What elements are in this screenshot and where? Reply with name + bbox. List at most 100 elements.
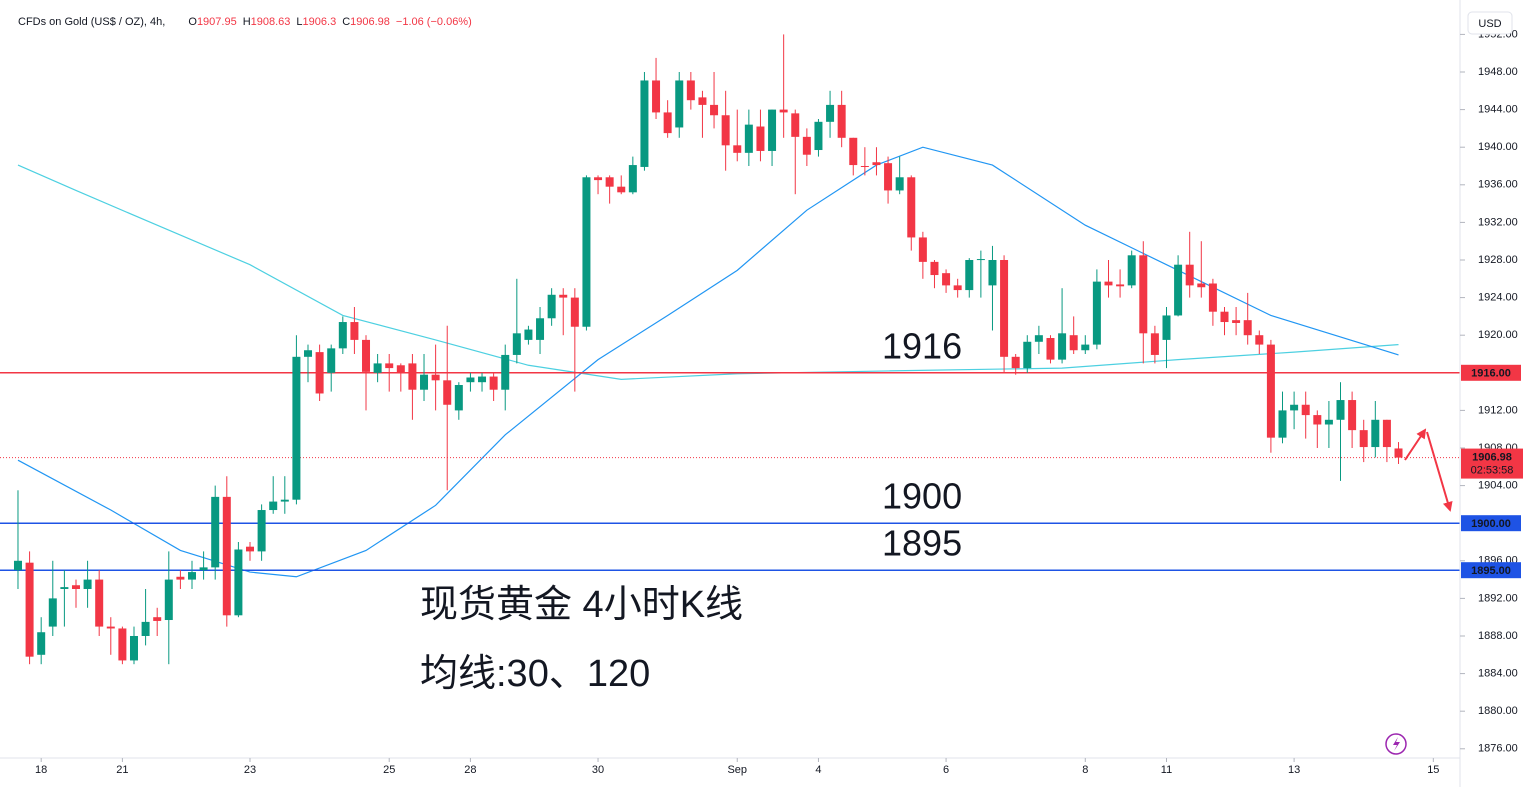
candle-body <box>396 365 405 373</box>
ohlc-value: 1906.98 <box>350 16 390 28</box>
y-tick-label: 1884.00 <box>1478 667 1518 679</box>
candle-body <box>153 617 162 621</box>
candle-body <box>942 273 951 286</box>
candle-body <box>1011 356 1020 369</box>
candle-body <box>930 261 939 276</box>
level-tag <box>1461 562 1521 579</box>
candle-body <box>710 104 719 116</box>
header: CFDs on Gold (US$ / OZ), 4h, O1907.95 H19… <box>18 16 472 28</box>
ohlc-key: H <box>243 16 251 28</box>
candle-body <box>976 259 985 261</box>
candle-body <box>791 113 800 137</box>
candle-body <box>385 363 394 369</box>
y-tick-label: 1924.00 <box>1478 292 1518 304</box>
x-tick-label: 13 <box>1288 764 1300 776</box>
candle-body <box>895 177 904 191</box>
candle-body <box>884 163 893 191</box>
candle-body <box>315 352 324 394</box>
arrow-down <box>1426 431 1453 512</box>
ohlc-key: C <box>342 16 350 28</box>
candle-body <box>187 572 196 580</box>
y-tick-label: 1920.00 <box>1478 329 1518 341</box>
candle-body <box>779 109 788 113</box>
lightning-icon[interactable] <box>1385 733 1407 755</box>
candle-body <box>478 376 487 383</box>
candle-body <box>1185 264 1194 286</box>
candle-body <box>837 104 846 138</box>
plot-area <box>0 34 1460 665</box>
candle-body <box>907 177 916 238</box>
candle-body <box>211 496 220 568</box>
y-tick-label: 1928.00 <box>1478 254 1518 266</box>
candle-body <box>37 632 46 655</box>
candle-body <box>617 186 626 193</box>
candle-body <box>60 587 69 589</box>
candle-body <box>802 136 811 155</box>
candle-body <box>698 97 707 105</box>
candle-body <box>686 80 695 101</box>
candle-body <box>1058 333 1067 360</box>
candle-body <box>246 546 255 552</box>
moving-average <box>17 146 1399 578</box>
annotation: 现货黄金 4小时K线 <box>420 584 743 626</box>
candle-body <box>350 322 359 340</box>
candle-body <box>988 259 997 286</box>
level-tag <box>1461 515 1521 532</box>
candle-body <box>675 80 684 128</box>
candle-body <box>663 112 672 134</box>
candle-body <box>338 322 347 349</box>
candle-body <box>1116 284 1125 287</box>
candle-body <box>292 356 301 500</box>
y-tick-label: 1944.00 <box>1478 104 1518 116</box>
candle-body <box>744 124 753 153</box>
level-tag-label: 1895.00 <box>1471 565 1511 577</box>
candle-body <box>1313 415 1322 425</box>
candle-body <box>1104 281 1113 286</box>
candle-body <box>860 166 869 168</box>
candle-body <box>1301 404 1310 416</box>
ohlc-key: O <box>188 16 197 28</box>
candle-body <box>1081 344 1090 351</box>
candle-body <box>1046 338 1055 360</box>
candle-body <box>849 137 858 166</box>
candle-body <box>536 318 545 340</box>
x-tick-label: 8 <box>1082 764 1088 776</box>
change: −1.06 (−0.06%) <box>396 16 472 28</box>
candle-body <box>25 562 34 657</box>
candle-body <box>547 294 556 319</box>
candle-body <box>512 333 521 355</box>
candle-body <box>640 80 649 167</box>
candle-body <box>1208 283 1217 312</box>
candle-body <box>605 177 614 187</box>
candle-body <box>628 165 637 193</box>
candle-body <box>1000 259 1009 357</box>
candle-body <box>1174 264 1183 316</box>
level-annotation: 1916 <box>882 325 962 366</box>
candle-body <box>559 294 568 298</box>
candle-body <box>1290 404 1299 411</box>
y-tick-label: 1912.00 <box>1478 404 1518 416</box>
candle-body <box>95 579 104 627</box>
y-tick-label: 1888.00 <box>1478 630 1518 642</box>
candle-body <box>768 109 777 151</box>
y-tick-label: 1932.00 <box>1478 216 1518 228</box>
candle-body <box>1382 419 1391 448</box>
currency-label: USD <box>1478 18 1501 30</box>
candle-body <box>466 377 475 383</box>
candle-body <box>965 259 974 291</box>
y-tick-label: 1940.00 <box>1478 141 1518 153</box>
candle-body <box>1359 430 1368 448</box>
candle-body <box>501 354 510 390</box>
currency-button[interactable] <box>1467 11 1513 35</box>
candle-body <box>269 501 278 511</box>
candle-body <box>1127 255 1136 286</box>
candle-body <box>13 560 22 571</box>
x-tick-label: 30 <box>592 764 604 776</box>
candle-body <box>1139 255 1148 334</box>
x-tick-label: 28 <box>464 764 476 776</box>
candle-body <box>826 104 835 122</box>
y-tick-label: 1904.00 <box>1478 480 1518 492</box>
candle-body <box>582 177 591 327</box>
candle-body <box>1255 335 1264 345</box>
